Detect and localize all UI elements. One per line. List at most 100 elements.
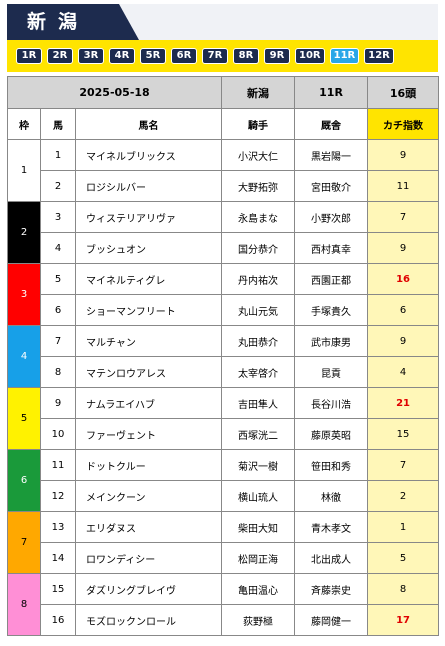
horse-number: 11	[40, 449, 76, 481]
race-tab-9r[interactable]: 9R	[264, 48, 290, 64]
header-waku: 枠	[7, 108, 41, 140]
bracket-cell: 5	[7, 387, 41, 450]
jockey-name: 吉田隼人	[221, 387, 296, 419]
race-tab-1r[interactable]: 1R	[16, 48, 42, 64]
horse-name[interactable]: ロジシルバー	[74, 170, 223, 202]
kachi-index: 7	[367, 449, 440, 481]
table-row: 10 ファーヴェント 西塚洸二 藤原英昭 15	[8, 418, 440, 450]
horse-name[interactable]: マイネルティグレ	[74, 263, 223, 295]
kachi-index: 16	[367, 263, 440, 295]
horse-number: 16	[40, 604, 76, 636]
kachi-index: 9	[367, 139, 440, 171]
header-jockey: 騎手	[221, 108, 296, 140]
bracket-cell: 3	[7, 263, 41, 326]
horse-number: 4	[40, 232, 76, 264]
trainer-name: 小野次郎	[294, 201, 369, 233]
horse-number: 6	[40, 294, 76, 326]
header-index: カチ指数	[367, 108, 440, 140]
race-number: 11R	[294, 76, 369, 109]
table-row: 6 11 ドットクルー 菊沢一樹 笹田和秀 7	[7, 449, 440, 512]
jockey-name: 丸田恭介	[221, 325, 296, 357]
jockey-name: 丹内祐次	[221, 263, 296, 295]
trainer-name: 長谷川浩	[294, 387, 369, 419]
table-row: 4 ブッシュオン 国分恭介 西村真幸 9	[8, 232, 440, 264]
horse-name[interactable]: ロワンディシー	[74, 542, 223, 574]
jockey-name: 小沢大仁	[221, 139, 296, 171]
trainer-name: 北出成人	[294, 542, 369, 574]
race-tab-8r[interactable]: 8R	[233, 48, 259, 64]
table-row: 8 マテンロウアレス 太宰啓介 昆貢 4	[8, 356, 440, 388]
kachi-index: 6	[367, 294, 440, 326]
table-row: 1 1 マイネルブリックス 小沢大仁 黒岩陽一 9	[7, 139, 440, 202]
horse-number: 7	[40, 325, 76, 357]
race-tab-3r[interactable]: 3R	[78, 48, 104, 64]
trainer-name: 藤原英昭	[294, 418, 369, 450]
horse-number: 3	[40, 201, 76, 233]
bracket-cell: 8	[7, 573, 41, 636]
jockey-name: 西塚洸二	[221, 418, 296, 450]
race-tab-6r[interactable]: 6R	[171, 48, 197, 64]
race-card: 新潟 1R 2R 3R 4R 5R 6R 7R 8R 9R 10R 11R 12R 2025-05-1…	[6, 4, 440, 636]
table-row: 3 5 マイネルティグレ 丹内祐次 西園正都 16	[7, 263, 440, 326]
horse-name[interactable]: メインクーン	[74, 480, 223, 512]
race-tab-12r[interactable]: 12R	[364, 48, 394, 64]
horse-number: 14	[40, 542, 76, 574]
horse-name[interactable]: マテンロウアレス	[74, 356, 223, 388]
race-tab-bar: 1R 2R 3R 4R 5R 6R 7R 8R 9R 10R 11R 12R	[7, 40, 438, 72]
horse-name[interactable]: ナムラエイハブ	[74, 387, 223, 419]
runner-count: 16頭	[367, 76, 440, 109]
kachi-index: 15	[367, 418, 440, 450]
jockey-name: 柴田大知	[221, 511, 296, 543]
table-row: 4 7 マルチャン 丸田恭介 武市康男 9	[7, 325, 440, 388]
kachi-index: 11	[367, 170, 440, 202]
horse-number: 9	[40, 387, 76, 419]
race-tab-5r[interactable]: 5R	[140, 48, 166, 64]
horse-number: 5	[40, 263, 76, 295]
horse-name[interactable]: モズロックンロール	[74, 604, 223, 636]
jockey-name: 国分恭介	[221, 232, 296, 264]
trainer-name: 笹田和秀	[294, 449, 369, 481]
horse-name[interactable]: マルチャン	[74, 325, 223, 357]
horse-name[interactable]: ダズリングブレイヴ	[74, 573, 223, 605]
race-tab-2r[interactable]: 2R	[47, 48, 73, 64]
race-tab-11r[interactable]: 11R	[329, 48, 360, 64]
race-tab-10r[interactable]: 10R	[295, 48, 325, 64]
jockey-name: 松岡正海	[221, 542, 296, 574]
horse-number: 15	[40, 573, 76, 605]
jockey-name: 太宰啓介	[221, 356, 296, 388]
kachi-index: 21	[367, 387, 440, 419]
horse-name[interactable]: ウィステリアリヴァ	[74, 201, 223, 233]
kachi-index: 1	[367, 511, 440, 543]
kachi-index: 9	[367, 232, 440, 264]
horse-name[interactable]: ファーヴェント	[74, 418, 223, 450]
horse-name[interactable]: ショーマンフリート	[74, 294, 223, 326]
venue-header: 新潟	[7, 4, 438, 40]
trainer-name: 西園正都	[294, 263, 369, 295]
jockey-name: 亀田温心	[221, 573, 296, 605]
horse-name[interactable]: マイネルブリックス	[74, 139, 223, 171]
table-row: 14 ロワンディシー 松岡正海 北出成人 5	[8, 542, 440, 574]
race-tab-7r[interactable]: 7R	[202, 48, 228, 64]
horse-name[interactable]: エリダヌス	[74, 511, 223, 543]
race-tab-4r[interactable]: 4R	[109, 48, 135, 64]
bracket-cell: 1	[7, 139, 41, 202]
trainer-name: 林徹	[294, 480, 369, 512]
bracket-cell: 2	[7, 201, 41, 264]
race-venue: 新潟	[221, 76, 296, 109]
horse-number: 8	[40, 356, 76, 388]
bracket-cell: 7	[7, 511, 41, 574]
kachi-index: 9	[367, 325, 440, 357]
kachi-index: 7	[367, 201, 440, 233]
horse-number: 1	[40, 139, 76, 171]
jockey-name: 永島まな	[221, 201, 296, 233]
horse-number: 10	[40, 418, 76, 450]
horse-name[interactable]: ブッシュオン	[74, 232, 223, 264]
trainer-name: 昆貢	[294, 356, 369, 388]
horse-name[interactable]: ドットクルー	[74, 449, 223, 481]
kachi-index: 17	[367, 604, 440, 636]
header-horse-name: 馬名	[74, 108, 223, 140]
table-header: 枠 馬 馬名 騎手 厩舎 カチ指数	[7, 108, 440, 140]
kachi-index: 2	[367, 480, 440, 512]
jockey-name: 荻野極	[221, 604, 296, 636]
trainer-name: 武市康男	[294, 325, 369, 357]
